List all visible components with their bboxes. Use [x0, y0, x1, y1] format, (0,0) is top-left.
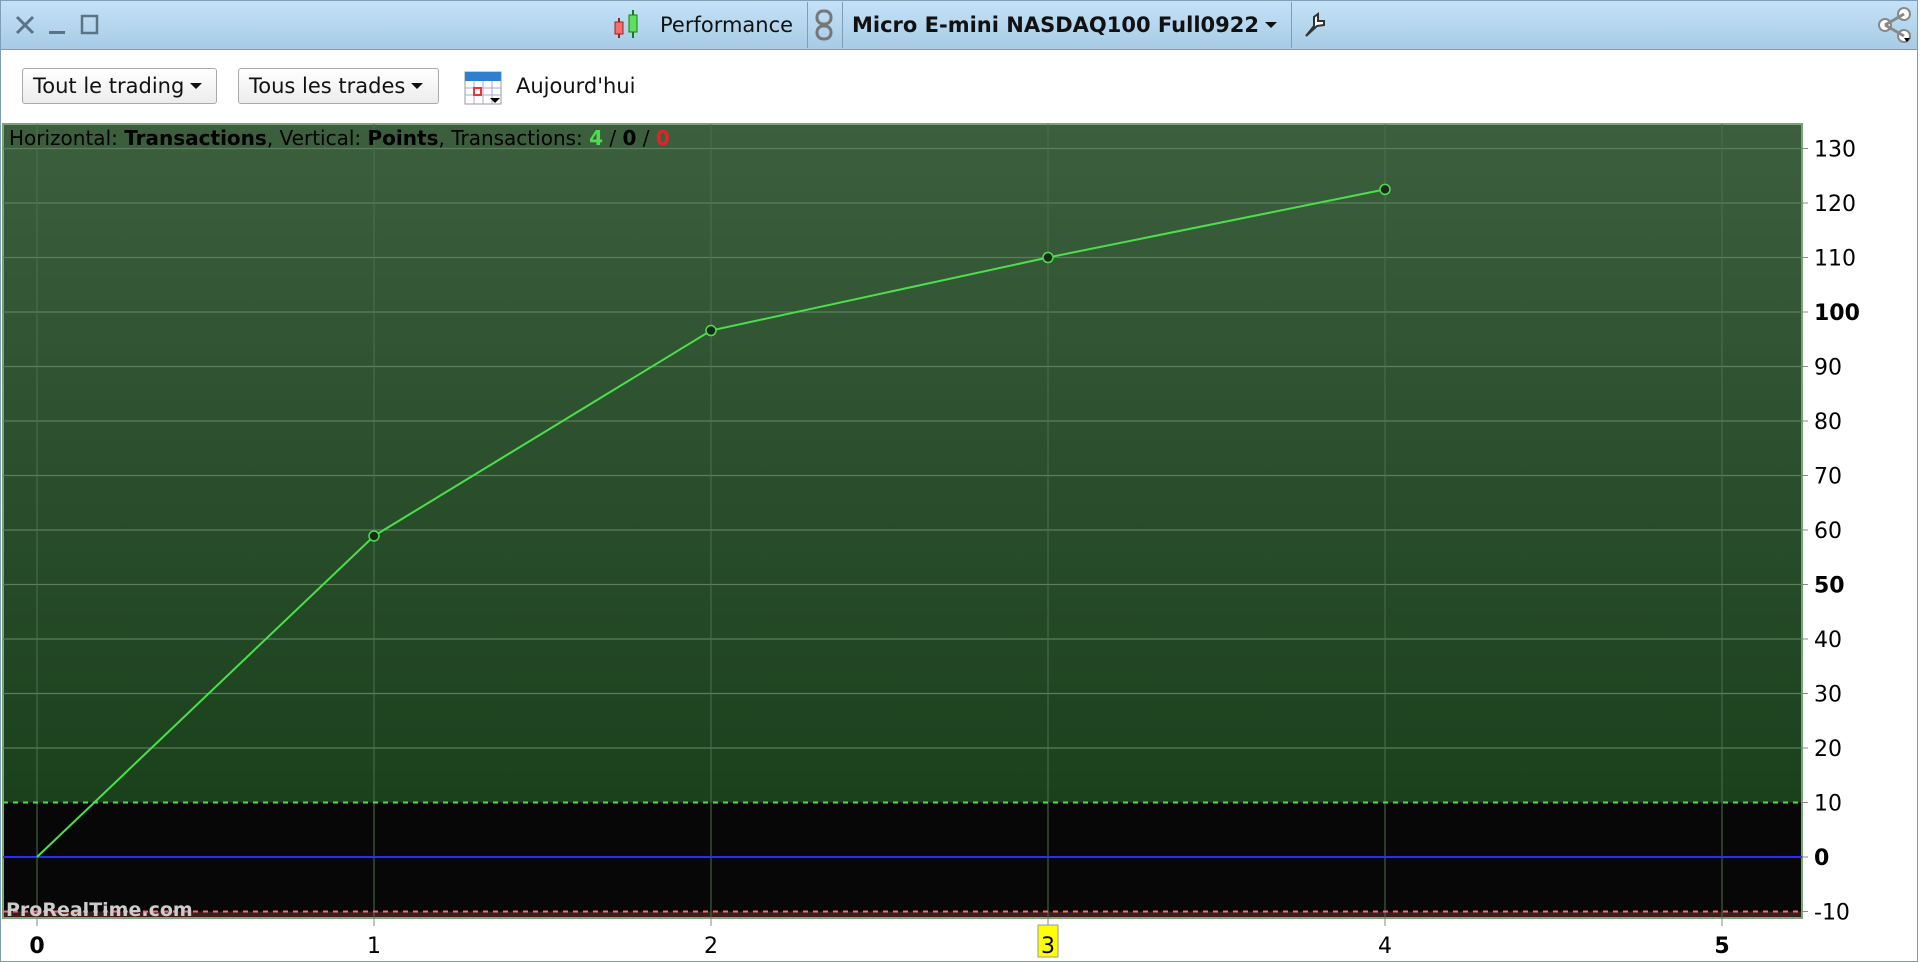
- date-selector[interactable]: Aujourd'hui: [462, 68, 636, 105]
- profit-zone: [3, 124, 1802, 803]
- x-tick-label: 0: [29, 934, 44, 959]
- close-icon[interactable]: [14, 0, 36, 50]
- x-tick-label: 2: [704, 934, 718, 959]
- x-tick-label: 1: [367, 934, 381, 959]
- link-icon[interactable]: [813, 0, 837, 50]
- watermark: ProRealTime.com: [6, 899, 193, 921]
- trades-dropdown[interactable]: Tous les trades: [238, 68, 439, 104]
- date-label: Aujourd'hui: [516, 74, 636, 98]
- data-point[interactable]: [368, 530, 380, 542]
- instrument-selector[interactable]: Micro E-mini NASDAQ100 Full0922: [852, 0, 1277, 50]
- data-point[interactable]: [1042, 251, 1054, 264]
- plot-border: [2, 123, 1803, 919]
- data-point[interactable]: [1379, 183, 1391, 196]
- chevron-down-icon: [190, 83, 203, 89]
- x-tick-label: 5: [1714, 934, 1729, 959]
- y-tick-label: 10: [1814, 792, 1842, 817]
- y-tick-label: 100: [1814, 301, 1860, 326]
- x-tick-highlight: [1037, 924, 1059, 958]
- chart-info: Horizontal: Transactions, Vertical: Poin…: [9, 126, 670, 150]
- data-point[interactable]: [705, 324, 717, 337]
- chevron-down-icon: [1264, 22, 1277, 28]
- scope-label: Tout le trading: [33, 74, 185, 98]
- trades-label: Tous les trades: [249, 74, 406, 98]
- y-tick-label: 40: [1814, 628, 1842, 653]
- candlestick-icon: [610, 0, 644, 50]
- share-icon[interactable]: [1876, 0, 1916, 50]
- y-tick-label: 120: [1814, 192, 1856, 217]
- window-title: Performance: [660, 13, 794, 37]
- y-tick-label: -10: [1814, 901, 1850, 926]
- y-tick-label: 80: [1814, 410, 1842, 435]
- y-tick-label: 70: [1814, 465, 1842, 490]
- scope-dropdown[interactable]: Tout le trading: [22, 68, 217, 104]
- x-tick-label: 3: [1041, 934, 1055, 959]
- y-tick-label: 60: [1814, 519, 1842, 544]
- y-tick-label: 20: [1814, 737, 1842, 762]
- y-tick-label: 130: [1814, 138, 1856, 163]
- chevron-down-icon: [411, 83, 424, 89]
- y-tick-label: 90: [1814, 356, 1842, 381]
- y-tick-label: 0: [1814, 846, 1829, 871]
- loss-zone: [3, 911, 1802, 918]
- instrument-name: Micro E-mini NASDAQ100 Full0922: [852, 13, 1259, 37]
- maximize-icon[interactable]: [80, 0, 100, 50]
- y-tick-label: 30: [1814, 683, 1842, 708]
- title-bar: [0, 0, 1918, 50]
- y-tick-label: 110: [1814, 247, 1856, 272]
- minimize-icon[interactable]: [48, 0, 68, 50]
- x-tick-label: 4: [1378, 934, 1392, 959]
- wrench-icon[interactable]: [1302, 0, 1328, 50]
- y-tick-label: 50: [1814, 574, 1845, 599]
- calendar-icon: [464, 71, 502, 105]
